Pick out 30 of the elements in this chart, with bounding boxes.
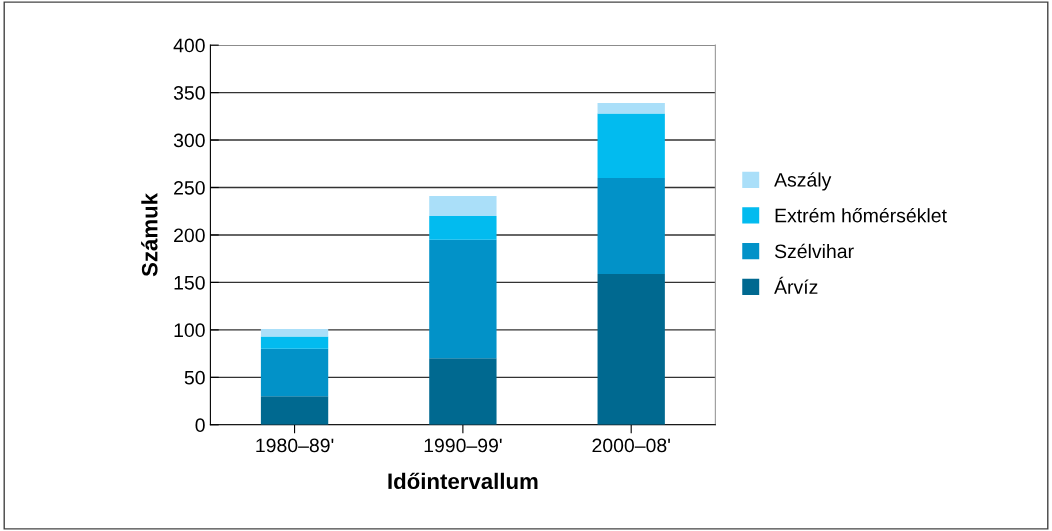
legend-label: Szélvihar [774, 243, 854, 259]
y-axis-title: Számuk [141, 192, 158, 277]
y-tick-label: 400 [173, 38, 205, 53]
bar [597, 113, 665, 179]
y-tick-label: 150 [174, 275, 205, 290]
y-tick-label: 0 [195, 418, 205, 433]
y-tick-label: 50 [184, 370, 205, 385]
bar [597, 273, 665, 425]
bar [260, 396, 329, 425]
bar [429, 239, 497, 359]
legend-label: Aszály [774, 172, 832, 191]
y-tick-label: 350 [173, 86, 205, 100]
bar [260, 328, 329, 337]
x-tick-label: 2000–08' [592, 438, 670, 453]
x-tick-label: 1990–99' [424, 438, 502, 453]
x-tick-label: 1980–89' [256, 438, 334, 453]
y-tick-label: 200 [174, 228, 205, 243]
legend-label: Árvíz [774, 276, 818, 294]
bar [260, 336, 329, 349]
y-tick-label: 100 [174, 323, 205, 338]
x-axis-title: Időintervallum [388, 472, 538, 490]
y-tick-label: 250 [174, 180, 205, 195]
bar [429, 196, 497, 216]
y-tick-label: 300 [173, 133, 205, 148]
bar [429, 358, 497, 425]
bar [429, 215, 497, 240]
bar [597, 178, 665, 274]
legend-label: Extrém hőmérséklet [775, 207, 947, 223]
bar [260, 348, 329, 397]
bar [597, 103, 665, 114]
